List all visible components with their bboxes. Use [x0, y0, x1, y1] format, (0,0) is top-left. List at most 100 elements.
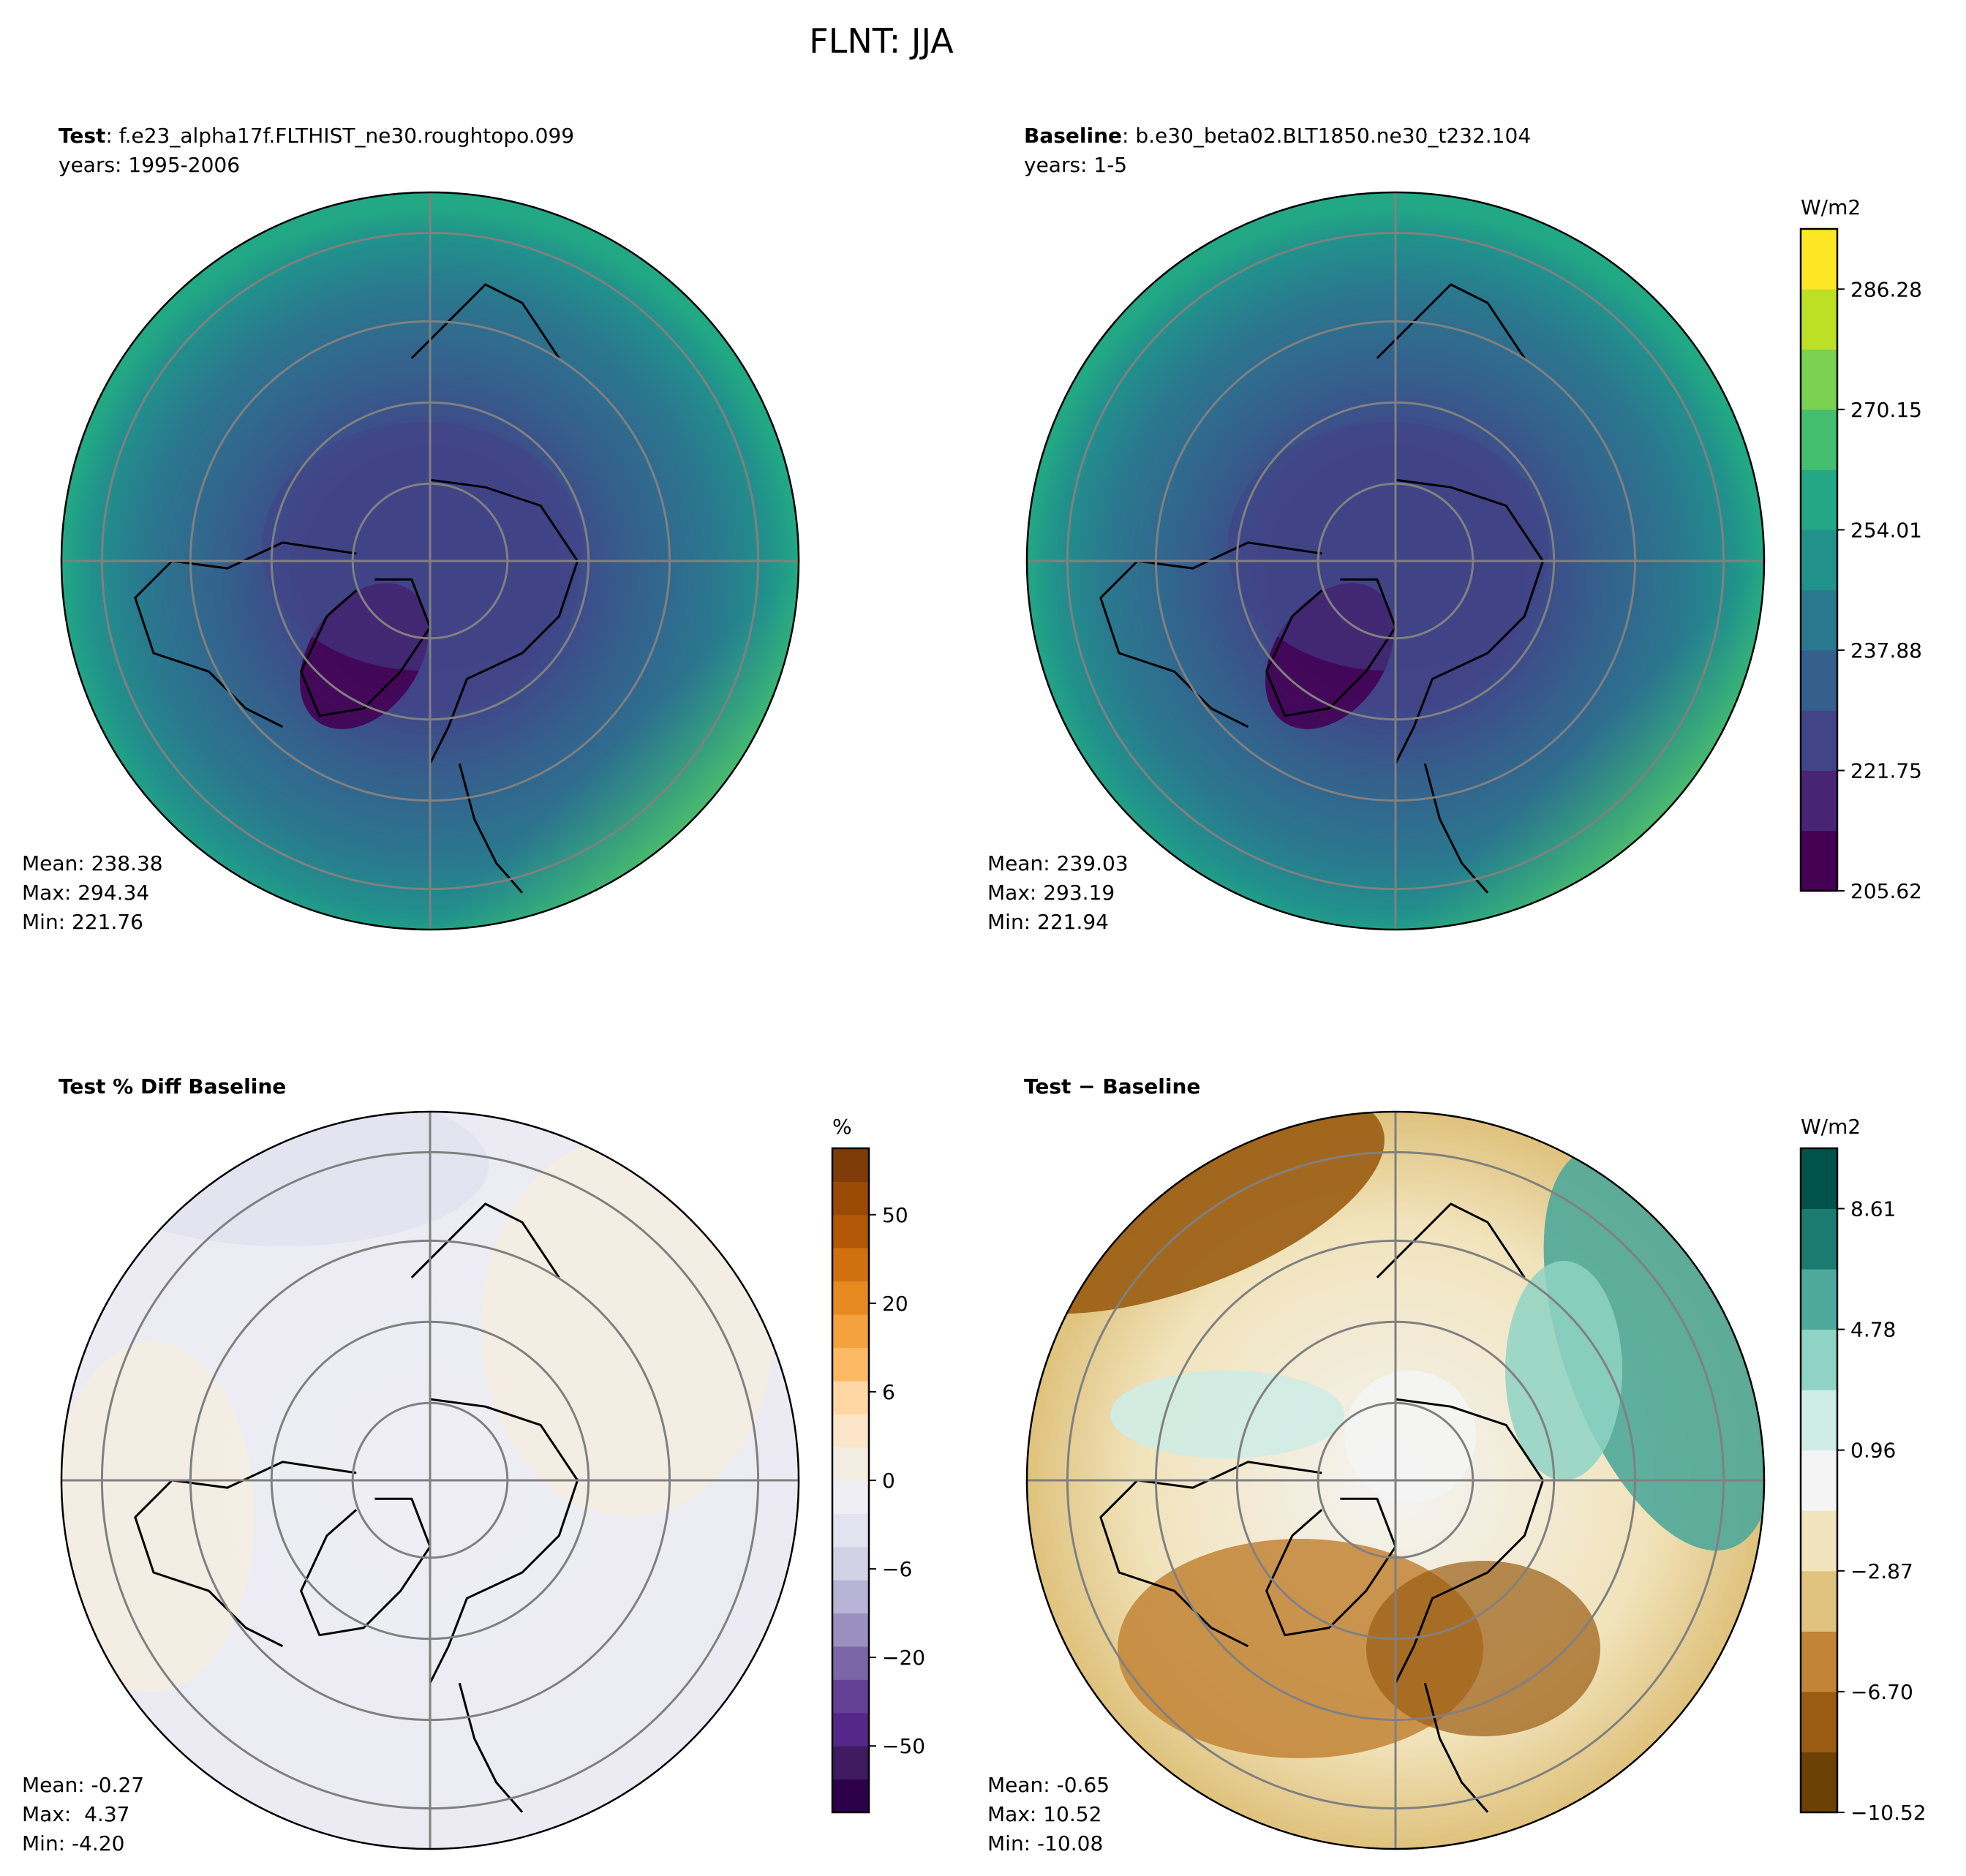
field-neutral-region	[1344, 1371, 1476, 1502]
stat-max: Max: 4.37	[22, 1802, 129, 1826]
colorbar-unit: %	[832, 1115, 852, 1139]
colorbar-segment	[832, 1214, 869, 1248]
colorbar-segment	[832, 1181, 869, 1216]
colorbar-segment	[832, 1248, 869, 1282]
colorbar-tick-label: 6	[882, 1380, 895, 1404]
stat-min: Min: 221.94	[987, 910, 1109, 934]
coastline	[1265, 578, 1397, 717]
colorbar-segment	[1801, 349, 1837, 410]
colorbar-tick-label: −50	[882, 1734, 925, 1758]
colorbar-segment	[1801, 649, 1837, 711]
stats-diff: Mean: -0.65 Max: 10.52 Min: -10.08	[987, 1773, 1110, 1856]
stat-max: Max: 294.34	[22, 881, 149, 905]
colorbar-tick-label: −6.70	[1850, 1680, 1913, 1704]
panel-title-diff: Test − Baseline	[1024, 1074, 1200, 1099]
stat-min: Min: -4.20	[22, 1831, 124, 1856]
colorbar-segment	[1801, 1329, 1837, 1390]
colorbar-segment	[1801, 409, 1837, 470]
colorbar-segment	[1801, 770, 1837, 832]
field-negative-region	[1118, 1539, 1483, 1758]
stats-baseline: Mean: 239.03 Max: 293.19 Min: 221.94	[987, 851, 1129, 934]
colorbar-segment	[832, 1646, 869, 1680]
panel-title-test-bold: Test	[59, 124, 105, 148]
colorbar-segment	[1801, 1691, 1837, 1752]
panel-title-pctdiff: Test % Diff Baseline	[59, 1074, 286, 1099]
colorbar-segment	[832, 1447, 869, 1481]
map-baseline	[1025, 191, 1766, 931]
svg-text:Baseline: b.e30_beta02.BLT1850: Baseline: b.e30_beta02.BLT1850.ne30_t232…	[1024, 124, 1531, 148]
colorbar-tick-label: 254.01	[1850, 518, 1922, 542]
colorbar-tick-label: 50	[882, 1203, 908, 1227]
field-polar-core	[1227, 422, 1549, 671]
colorbar-segment	[1801, 1148, 1837, 1210]
map-test	[60, 191, 800, 931]
panel-years-baseline: years: 1-5	[1024, 153, 1127, 177]
field-negative-region	[79, 1112, 489, 1246]
colorbar-segment	[832, 1613, 869, 1647]
colorbar-unit: W/m2	[1801, 1115, 1861, 1139]
panel-title-baseline-case: : b.e30_beta02.BLT1850.ne30_t232.104	[1122, 124, 1531, 148]
map-boundary	[60, 1110, 800, 1850]
colorbar-segment	[1801, 530, 1837, 591]
stat-mean: Mean: 239.03	[987, 851, 1129, 875]
coastline	[1394, 1398, 1545, 1684]
panel-header-test: Test: f.e23_alpha17f.FLTHIST_ne30.rought…	[59, 124, 574, 177]
field-positive-region	[481, 1137, 774, 1517]
field-positive-region	[1110, 1371, 1344, 1458]
field-polar-core	[262, 422, 584, 671]
colorbar-segment	[832, 1513, 869, 1548]
colorbar-tick-label: 221.75	[1850, 759, 1922, 783]
coastline	[410, 1202, 560, 1278]
stat-mean: Mean: -0.27	[22, 1773, 144, 1797]
colorbar-tick-label: −20	[882, 1646, 925, 1670]
stat-mean: Mean: -0.65	[987, 1773, 1110, 1797]
coastline	[410, 283, 560, 359]
colorbar-tick-label: 286.28	[1850, 277, 1922, 301]
colorbar-tick-label: 0.96	[1850, 1439, 1896, 1463]
field-positive-region	[1505, 1261, 1622, 1480]
colorbar-absolute: W/m2 286.28 270.15 254.01 237.88 221.75 205.62	[1799, 195, 1922, 903]
coastline	[1423, 1682, 1489, 1813]
colorbar-segment	[1801, 830, 1837, 892]
panel-header-baseline: Baseline: b.e30_beta02.BLT1850.ne30_t232…	[1024, 124, 1531, 177]
colorbar-segment	[1801, 1390, 1837, 1451]
colorbar-tick-label: −10.52	[1850, 1801, 1927, 1825]
colorbar-tick-label: −2.87	[1850, 1559, 1913, 1583]
colorbar-tick-label: 8.61	[1850, 1197, 1896, 1221]
colorbar-segment	[1801, 1450, 1837, 1511]
colorbar-segment	[1801, 1269, 1837, 1330]
coastline	[458, 1682, 524, 1813]
map-percent-diff	[60, 1110, 800, 1850]
coastline	[1376, 1202, 1526, 1278]
colorbar-frame	[1799, 1147, 1839, 1814]
colorbar-segment	[1801, 589, 1837, 651]
colorbar-segment	[832, 1148, 869, 1182]
coastline	[1423, 763, 1489, 894]
stat-mean: Mean: 238.38	[22, 851, 163, 875]
colorbar-segment	[1801, 1570, 1837, 1632]
svg-text:Test: f.e23_alpha17f.FLTHIST_n: Test: f.e23_alpha17f.FLTHIST_ne30.rought…	[59, 124, 574, 148]
stat-max: Max: 10.52	[987, 1802, 1101, 1826]
colorbar-segment	[832, 1580, 869, 1614]
coastline	[300, 1497, 432, 1637]
colorbar-segment	[1801, 1208, 1837, 1270]
colorbar-tick-label: 237.88	[1850, 638, 1922, 663]
colorbar-tick-label: 20	[882, 1292, 908, 1316]
colorbar-segment	[1801, 470, 1837, 530]
coastline	[1376, 283, 1526, 359]
colorbar-segment	[832, 1414, 869, 1448]
colorbar-segment	[832, 1281, 869, 1315]
colorbar-tick-label: 205.62	[1850, 879, 1922, 903]
colorbar-segment	[832, 1314, 869, 1348]
colorbar-segment	[832, 1546, 869, 1581]
colorbar-segment	[832, 1480, 869, 1514]
colorbar-tick-label: −6	[882, 1557, 912, 1581]
panel-title-test-case: : f.e23_alpha17f.FLTHIST_ne30.roughtopo.…	[105, 124, 574, 148]
colorbar-tick-label: 4.78	[1850, 1318, 1896, 1342]
panel-years-test: years: 1995-2006	[59, 153, 240, 177]
stat-min: Min: -10.08	[987, 1831, 1103, 1856]
panel-title-baseline-bold: Baseline	[1024, 124, 1122, 148]
colorbar-segment	[832, 1746, 869, 1780]
stats-pctdiff: Mean: -0.27 Max: 4.37 Min: -4.20	[22, 1773, 144, 1856]
colorbar-segment	[832, 1380, 869, 1414]
